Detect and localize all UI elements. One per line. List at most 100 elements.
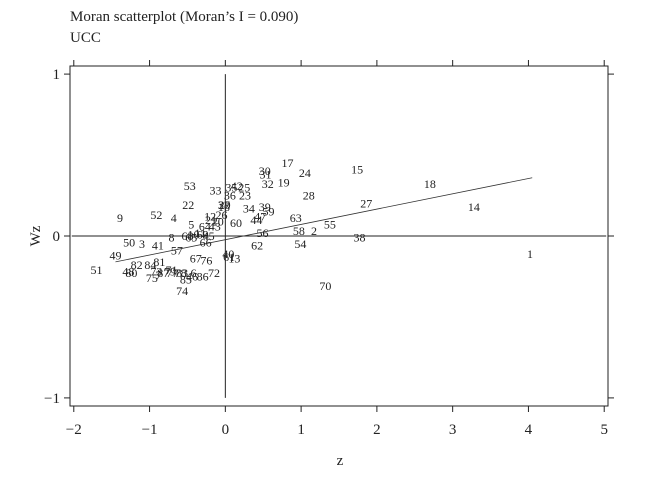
x-tick-label: 4 (525, 422, 533, 438)
data-point-57: 57 (171, 244, 183, 258)
data-point-65: 65 (185, 231, 197, 245)
data-point-13: 13 (228, 252, 240, 266)
data-point-84: 84 (144, 258, 156, 272)
data-point-71: 71 (166, 263, 178, 277)
x-tick-label: 2 (373, 422, 381, 438)
data-point-5: 5 (188, 218, 194, 232)
data-point-4: 4 (171, 211, 177, 225)
data-point-56: 56 (256, 226, 268, 240)
data-point-38: 38 (353, 231, 365, 245)
data-point-61: 61 (223, 250, 235, 264)
chart-title: Moran scatterplot (Moran’s I = 0.090) (70, 9, 298, 25)
data-point-83: 83 (176, 266, 188, 280)
data-point-48: 48 (122, 265, 134, 279)
x-tick-label: 5 (600, 422, 608, 438)
regression-line (115, 177, 533, 263)
chart-subtitle: UCC (70, 30, 101, 46)
data-point-79: 79 (164, 265, 176, 279)
x-tick-label: 0 (222, 422, 230, 438)
data-point-43: 43 (209, 219, 221, 233)
data-point-47: 47 (254, 210, 266, 224)
data-point-40: 40 (222, 247, 234, 261)
data-point-77: 77 (166, 266, 178, 280)
y-tick-label: −1 (44, 391, 60, 407)
data-point-76: 76 (200, 253, 212, 267)
data-point-49: 49 (109, 248, 121, 262)
data-point-64: 64 (199, 219, 211, 233)
data-point-46: 46 (186, 269, 198, 283)
data-point-31: 31 (259, 167, 271, 181)
data-point-29: 29 (219, 198, 231, 212)
x-axis-ticks: −2 −1 0 1 2 3 4 5 (66, 60, 608, 438)
data-point-86: 86 (197, 269, 209, 283)
data-point-17: 17 (281, 156, 293, 170)
data-point-58: 58 (293, 224, 305, 238)
y-tick-label: 0 (53, 229, 61, 245)
data-point-3: 3 (139, 237, 145, 251)
data-point-66: 66 (200, 235, 212, 249)
data-point-81: 81 (153, 255, 165, 269)
data-point-85: 85 (180, 273, 192, 287)
x-tick-label: −2 (66, 422, 82, 438)
data-point-16: 16 (218, 200, 230, 214)
data-point-54: 54 (294, 237, 306, 251)
data-point-50: 50 (123, 235, 135, 249)
data-point-26: 26 (216, 208, 228, 222)
data-point-2: 2 (311, 224, 317, 238)
data-point-75: 75 (146, 271, 158, 285)
data-point-34: 34 (243, 201, 255, 215)
data-point-12: 12 (204, 210, 216, 224)
data-point-30: 30 (259, 164, 271, 178)
data-point-32: 32 (262, 177, 274, 191)
y-axis-ticks: −1 0 1 (44, 67, 614, 407)
data-point-28: 28 (303, 189, 315, 203)
data-point-25: 25 (238, 180, 250, 194)
data-point-87: 87 (157, 266, 169, 280)
y-tick-label: 1 (53, 67, 61, 83)
data-point-1: 1 (527, 247, 533, 261)
data-point-18: 18 (424, 177, 436, 191)
data-point-37: 37 (218, 198, 230, 212)
data-point-51: 51 (91, 263, 103, 277)
data-point-35: 35 (225, 180, 237, 194)
data-point-19: 19 (278, 176, 290, 190)
data-point-36: 36 (224, 189, 236, 203)
data-point-68: 68 (181, 229, 193, 243)
data-point-9: 9 (117, 211, 123, 225)
data-point-72: 72 (208, 266, 220, 280)
data-point-8: 8 (169, 231, 175, 245)
reference-lines (71, 74, 607, 398)
data-point-53: 53 (184, 179, 196, 193)
data-point-82: 82 (131, 258, 143, 272)
x-tick-label: 3 (449, 422, 457, 438)
data-point-24: 24 (299, 166, 311, 180)
y-axis-label: Wz (28, 225, 44, 246)
data-point-55: 55 (324, 218, 336, 232)
regression-fit-line (115, 177, 533, 263)
data-point-23: 23 (239, 189, 251, 203)
data-point-44: 44 (250, 213, 262, 227)
data-point-41: 41 (152, 239, 164, 253)
data-point-33: 33 (209, 184, 221, 198)
data-point-63: 63 (290, 211, 302, 225)
data-point-6: 6 (191, 266, 197, 280)
data-point-10: 10 (188, 227, 200, 241)
data-point-73: 73 (150, 265, 162, 279)
data-point-78: 78 (175, 266, 187, 280)
x-axis-label: z (337, 453, 344, 469)
x-tick-label: −1 (142, 422, 158, 438)
data-point-14: 14 (468, 200, 480, 214)
data-point-27: 27 (360, 197, 372, 211)
data-point-74: 74 (176, 284, 188, 298)
data-point-7: 7 (156, 268, 162, 282)
data-point-60: 60 (230, 216, 242, 230)
data-point-80: 80 (125, 266, 137, 280)
data-point-21: 21 (205, 213, 217, 227)
data-point-15: 15 (351, 163, 363, 177)
data-point-39: 39 (259, 200, 271, 214)
x-tick-label: 1 (297, 422, 305, 438)
data-point-67: 67 (190, 252, 202, 266)
data-point-45: 45 (203, 229, 215, 243)
data-point-62: 62 (251, 239, 263, 253)
